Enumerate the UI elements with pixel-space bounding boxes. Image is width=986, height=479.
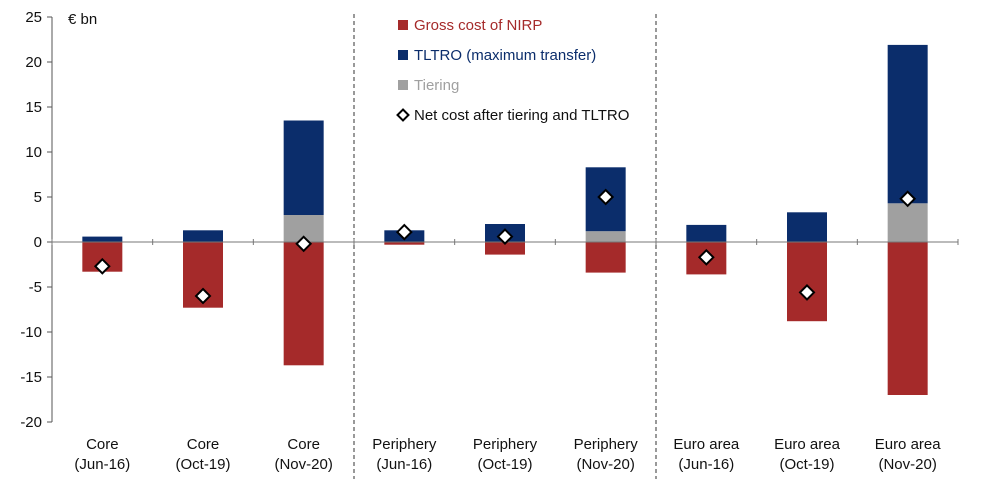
legend-swatch bbox=[398, 80, 408, 90]
y-tick-label: 25 bbox=[25, 9, 42, 26]
y-tick-label: -10 bbox=[20, 324, 42, 341]
bar-segment bbox=[787, 242, 827, 322]
legend-label: Gross cost of NIRP bbox=[414, 17, 542, 34]
y-tick-label: 0 bbox=[34, 234, 42, 251]
bar-segment bbox=[82, 236, 123, 242]
category-label: Euro area (Jun-16) bbox=[673, 436, 740, 473]
bar-segment bbox=[585, 242, 626, 273]
net-cost-marker bbox=[899, 190, 917, 208]
legend-swatch bbox=[398, 50, 408, 60]
category-label: Core (Jun-16) bbox=[74, 436, 130, 473]
category-label: Periphery (Nov-20) bbox=[574, 436, 639, 473]
group-separators bbox=[353, 14, 657, 479]
y-tick-label: 15 bbox=[25, 99, 42, 116]
bar-segment bbox=[283, 120, 324, 215]
y-tick-label: 20 bbox=[25, 54, 42, 71]
y-tick-label: -15 bbox=[20, 369, 42, 386]
legend: Gross cost of NIRP TLTRO (maximum transfe… bbox=[396, 17, 629, 124]
bar-segment bbox=[283, 242, 324, 366]
bar-segment bbox=[887, 44, 928, 204]
category-label: Euro area (Oct-19) bbox=[774, 436, 841, 473]
category-label: Core (Oct-19) bbox=[175, 436, 230, 473]
category-label: Euro area (Nov-20) bbox=[875, 436, 942, 473]
legend-label: Tiering bbox=[414, 77, 459, 94]
axes-layer: 25 20 15 10 5 0 -5 -10 -15 -20 Core (Jun-16) Core (Oc… bbox=[20, 9, 959, 473]
bar-segment bbox=[585, 231, 626, 242]
legend-marker bbox=[396, 108, 410, 122]
bar-segment bbox=[787, 212, 827, 242]
y-tick-label: -20 bbox=[20, 414, 42, 431]
y-tick-label: 5 bbox=[34, 189, 42, 206]
net-cost-marker bbox=[496, 228, 514, 246]
category-label: Periphery (Jun-16) bbox=[372, 436, 437, 473]
legend-swatch bbox=[398, 20, 408, 30]
y-tick-label: -5 bbox=[29, 279, 42, 296]
bars-layer bbox=[82, 44, 928, 395]
bar-segment bbox=[384, 242, 425, 245]
net-cost-marker bbox=[697, 248, 715, 266]
net-cost-marker bbox=[395, 223, 413, 241]
bar-segment bbox=[183, 230, 223, 242]
category-label: Core (Nov-20) bbox=[274, 436, 332, 473]
bar-segment bbox=[485, 242, 525, 255]
bar-segment bbox=[887, 242, 928, 395]
net-cost-marker bbox=[93, 257, 111, 275]
markers-layer bbox=[93, 188, 917, 305]
y-tick-label: 10 bbox=[25, 144, 42, 161]
bar-segment bbox=[887, 203, 928, 242]
legend-label: Net cost after tiering and TLTRO bbox=[414, 107, 629, 124]
bar-segment bbox=[686, 224, 727, 242]
net-cost-marker bbox=[194, 287, 212, 305]
legend-label: TLTRO (maximum transfer) bbox=[414, 47, 596, 64]
net-cost-marker bbox=[798, 283, 816, 301]
net-cost-marker bbox=[295, 235, 313, 253]
net-cost-marker bbox=[597, 188, 615, 206]
category-label: Periphery (Oct-19) bbox=[473, 436, 538, 473]
unit-label: € bn bbox=[68, 11, 97, 28]
